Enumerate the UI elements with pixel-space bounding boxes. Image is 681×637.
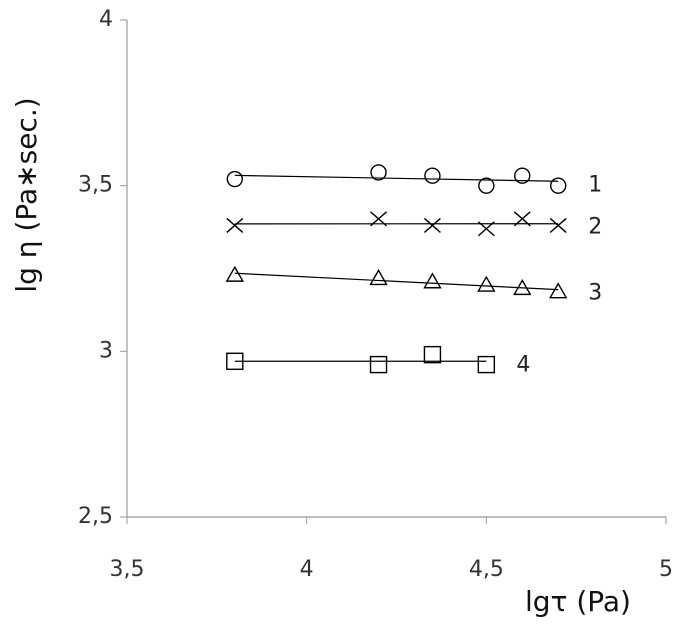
x-tick-label: 3,5 [110,557,145,582]
point [549,217,567,233]
x-tick-label: 5 [659,557,673,582]
series-label: 4 [516,352,530,377]
x-tick-label: 4 [300,557,314,582]
point [226,217,244,233]
point [548,282,568,299]
point [513,278,532,296]
series-label: 3 [588,281,602,306]
point [513,211,531,227]
point [424,167,441,184]
point [226,352,244,370]
series-label: 1 [588,172,602,197]
y-tick-label: 3,5 [78,173,113,198]
y-tick-label: 2,5 [78,504,113,529]
trend-line [234,174,559,182]
point [226,170,244,188]
point [225,265,245,282]
x-tick-label: 4,5 [469,557,504,582]
point [423,345,442,364]
series-label: 2 [588,215,602,240]
point [478,177,495,194]
x-axis-title: lgτ (Pa) [525,585,631,618]
point [514,167,531,184]
point [477,221,495,237]
point [369,355,388,374]
point [369,269,388,286]
point [477,355,496,374]
y-tick-label: 4 [99,7,113,32]
y-tick-label: 3 [99,338,113,363]
point [423,272,442,289]
trend-line [234,272,559,291]
point [550,177,567,194]
point [423,217,441,233]
point [370,164,387,181]
point [370,211,387,227]
point [477,275,496,292]
y-axis-title: lg η (Pa∗sec.) [10,97,43,292]
